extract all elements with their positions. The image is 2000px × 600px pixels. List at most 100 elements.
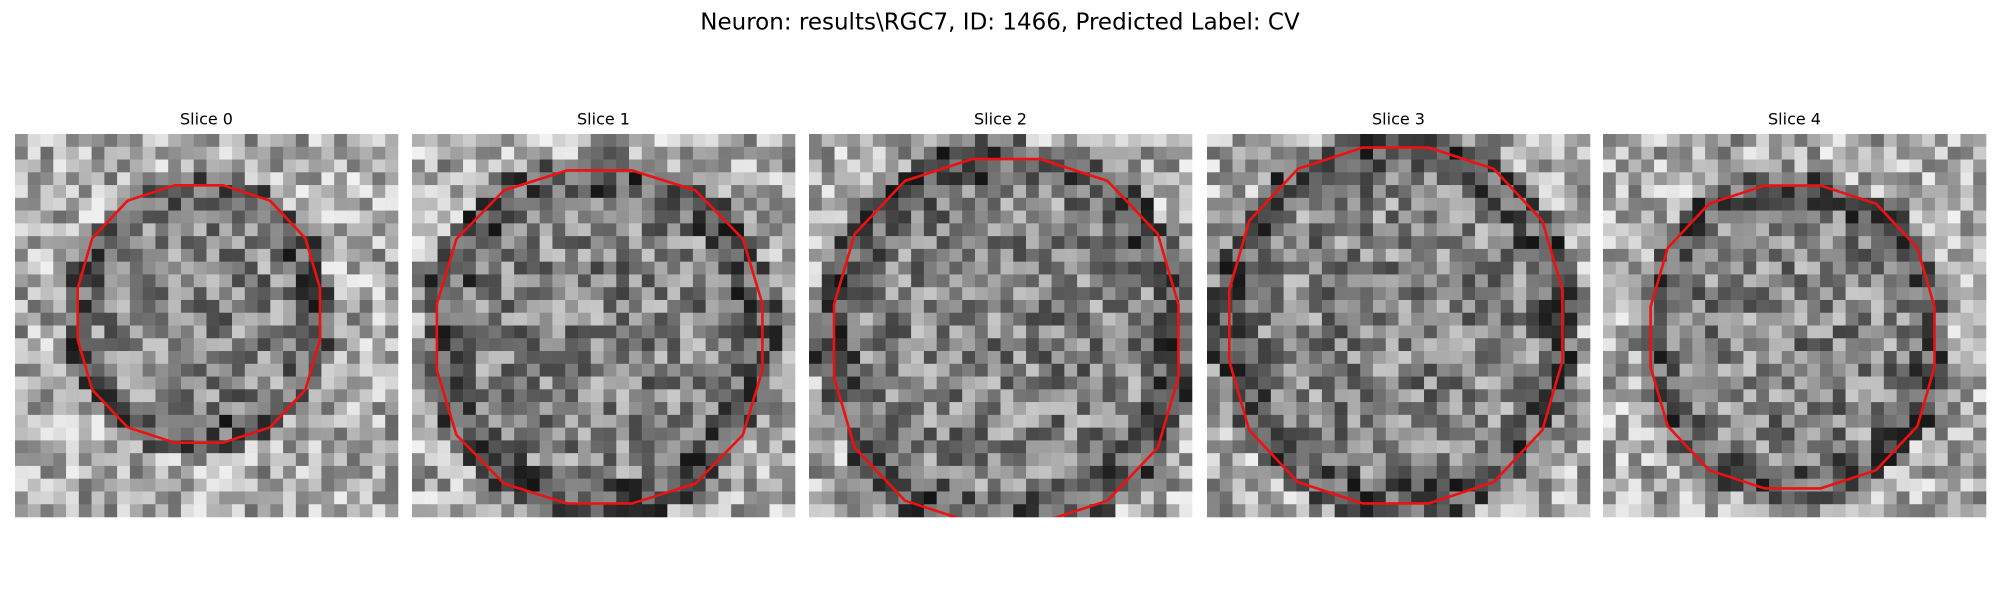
pixel <box>1051 491 1065 505</box>
pixel <box>1883 389 1897 403</box>
pixel <box>692 210 706 224</box>
pixel <box>1820 376 1834 390</box>
pixel <box>526 274 540 288</box>
pixel <box>1513 287 1527 301</box>
pixel <box>1538 261 1552 275</box>
pixel <box>1051 402 1065 416</box>
pixel <box>718 261 732 275</box>
pixel <box>346 351 360 365</box>
pixel <box>1436 312 1450 326</box>
pixel <box>155 402 169 416</box>
pixel <box>206 478 220 492</box>
pixel <box>283 440 297 454</box>
pixel <box>1487 134 1501 148</box>
pixel <box>821 248 835 262</box>
pixel <box>1934 325 1948 339</box>
pixel <box>295 172 309 186</box>
pixel <box>424 338 438 352</box>
pixel <box>718 159 732 173</box>
pixel <box>936 261 950 275</box>
pixel <box>1077 134 1091 148</box>
pixel <box>1871 338 1885 352</box>
pixel <box>1883 478 1897 492</box>
pixel <box>232 248 246 262</box>
pixel <box>40 159 54 173</box>
pixel <box>1615 312 1629 326</box>
pixel <box>1768 504 1783 518</box>
pixel <box>168 312 182 326</box>
pixel <box>809 197 823 211</box>
pixel <box>295 146 309 160</box>
pixel <box>270 351 284 365</box>
pixel <box>1245 453 1259 467</box>
pixel <box>577 210 592 224</box>
pixel <box>1756 376 1770 390</box>
pixel <box>1475 223 1489 237</box>
pixel <box>1089 210 1103 224</box>
pixel <box>1807 299 1821 314</box>
pixel <box>860 185 874 199</box>
pixel <box>193 261 207 275</box>
pixel <box>1692 159 1706 173</box>
pixel <box>1564 185 1578 199</box>
pixel <box>1026 427 1040 441</box>
pixel <box>1166 351 1180 365</box>
pixel <box>1730 197 1744 211</box>
pixel <box>552 504 566 518</box>
pixel <box>334 427 348 441</box>
pixel <box>424 248 438 262</box>
pixel <box>53 287 67 301</box>
pixel <box>104 363 118 377</box>
pixel <box>219 159 233 173</box>
pixel <box>219 351 233 365</box>
pixel <box>219 172 233 186</box>
pixel <box>1334 274 1348 288</box>
pixel <box>1500 402 1514 416</box>
pixel <box>1960 223 1974 237</box>
pixel <box>769 146 783 160</box>
pixel <box>1411 440 1425 454</box>
pixel <box>1820 134 1834 148</box>
pixel <box>1000 338 1014 352</box>
pixel <box>743 351 757 365</box>
pixel <box>346 389 360 403</box>
pixel <box>782 363 796 377</box>
pixel <box>359 376 373 390</box>
pixel <box>450 134 464 148</box>
pixel <box>1858 363 1872 377</box>
pixel <box>1500 478 1514 492</box>
pixel <box>539 338 553 352</box>
pixel <box>1551 146 1565 160</box>
pixel <box>385 402 399 416</box>
pixel <box>412 197 426 211</box>
pixel <box>1077 389 1091 403</box>
pixel <box>1768 478 1783 492</box>
pixel <box>129 414 143 428</box>
pixel <box>782 299 796 314</box>
pixel <box>1462 453 1476 467</box>
pixel <box>1102 478 1116 492</box>
pixel <box>1896 351 1910 365</box>
pixel <box>641 414 655 428</box>
pixel <box>1641 325 1655 339</box>
pixel <box>308 453 322 467</box>
pixel <box>1909 478 1923 492</box>
pixel <box>847 453 861 467</box>
pixel <box>731 248 745 262</box>
pixel <box>142 197 156 211</box>
pixel <box>295 491 309 505</box>
pixel <box>1577 287 1591 301</box>
pixel <box>1089 236 1103 250</box>
pixel <box>372 376 386 390</box>
pixel <box>1820 172 1834 186</box>
pixel <box>359 159 373 173</box>
pixel <box>1449 223 1463 237</box>
pixel <box>1232 351 1246 365</box>
pixel <box>66 478 80 492</box>
pixel <box>885 146 899 160</box>
pixel <box>1013 261 1027 275</box>
pixel <box>1909 363 1923 377</box>
pixel <box>1372 351 1387 365</box>
pixel <box>15 465 29 479</box>
pixel <box>1026 351 1040 365</box>
